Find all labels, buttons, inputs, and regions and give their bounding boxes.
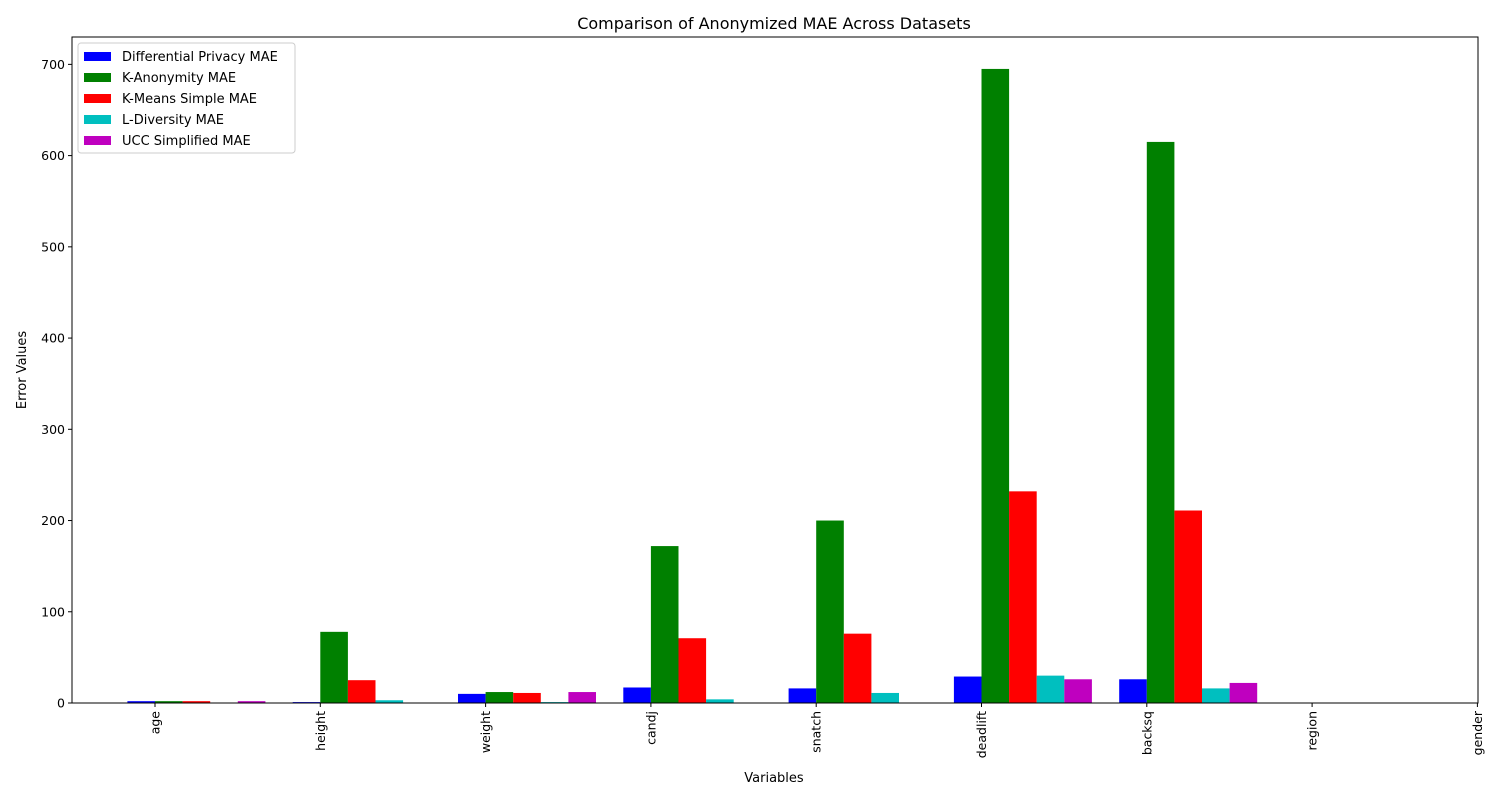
x-tick-label-weight: weight xyxy=(478,711,493,753)
bar-k-means-simple-mae-weight xyxy=(513,692,541,703)
y-tick-label: 600 xyxy=(41,148,65,163)
legend-box xyxy=(77,42,296,154)
legend-label: UCC Simplified MAE xyxy=(122,134,251,149)
bar-differential-privacy-mae-candj xyxy=(623,687,651,703)
bar-k-means-simple-mae-backsq xyxy=(1174,510,1202,703)
x-axis: age height weight candj snatch deadlift backsq… xyxy=(148,703,1485,758)
y-axis-title: Error Values xyxy=(15,331,30,410)
y-tick-label: 500 xyxy=(41,239,65,254)
bar-k-anonymity-mae-weight xyxy=(485,692,514,703)
bar-l-diversity-mae-deadlift xyxy=(1036,675,1065,703)
bar-k-anonymity-mae-snatch xyxy=(816,520,844,703)
legend-label: K-Anonymity MAE xyxy=(122,71,236,86)
y-tick-label: 400 xyxy=(41,331,65,346)
bar-differential-privacy-mae-weight xyxy=(458,693,486,703)
bar-ucc-simplified-mae-age xyxy=(237,701,266,703)
legend-swatch xyxy=(84,94,111,103)
chart-title: Comparison of Anonymized MAE Across Data… xyxy=(577,14,971,33)
y-tick-label: 200 xyxy=(41,513,65,528)
bar-ucc-simplified-mae-deadlift xyxy=(1064,679,1092,703)
bar-l-diversity-mae-backsq xyxy=(1202,688,1230,703)
bar-differential-privacy-mae-deadlift xyxy=(953,676,982,703)
bars-group xyxy=(127,68,1258,704)
bar-k-anonymity-mae-backsq xyxy=(1146,141,1175,704)
bar-differential-privacy-mae-snatch xyxy=(788,688,817,703)
bar-k-means-simple-mae-candj xyxy=(678,638,707,703)
bar-l-diversity-mae-snatch xyxy=(871,692,899,703)
y-tick-label: 100 xyxy=(41,604,65,619)
bar-k-means-simple-mae-snatch xyxy=(843,633,872,703)
legend-swatch xyxy=(84,52,111,61)
bar-ucc-simplified-mae-weight xyxy=(568,692,596,703)
legend: Differential Privacy MAE K-Anonymity MAE K… xyxy=(77,42,296,154)
x-tick-label-deadlift: deadlift xyxy=(974,711,989,758)
bar-k-means-simple-mae-height xyxy=(347,680,376,703)
bar-k-means-simple-mae-age xyxy=(182,701,211,703)
x-tick-label-region: region xyxy=(1305,711,1320,751)
bar-k-anonymity-mae-deadlift xyxy=(981,68,1010,704)
bar-k-anonymity-mae-candj xyxy=(650,546,679,703)
legend-swatch xyxy=(84,115,111,124)
plot-frame xyxy=(71,36,1479,704)
bar-k-means-simple-mae-deadlift xyxy=(1009,491,1037,703)
bar-l-diversity-mae-candj xyxy=(706,699,734,703)
y-tick-label: 0 xyxy=(57,696,65,711)
x-tick-label-gender: gender xyxy=(1470,710,1485,755)
legend-label: K-Means Simple MAE xyxy=(122,92,257,107)
bar-k-anonymity-mae-age xyxy=(155,701,183,703)
y-tick-label: 300 xyxy=(41,422,65,437)
x-tick-label-snatch: snatch xyxy=(809,711,824,753)
y-axis: 0 100 200 300 400 500 600 700 xyxy=(41,57,72,711)
bar-ucc-simplified-mae-backsq xyxy=(1229,682,1258,703)
legend-label: Differential Privacy MAE xyxy=(122,50,278,65)
bar-differential-privacy-mae-backsq xyxy=(1119,679,1147,703)
bar-differential-privacy-mae-age xyxy=(127,701,155,703)
x-tick-label-candj: candj xyxy=(643,711,658,745)
x-axis-title: Variables xyxy=(744,771,804,786)
bar-k-anonymity-mae-height xyxy=(320,631,348,703)
x-tick-label-height: height xyxy=(313,711,328,751)
x-tick-label-age: age xyxy=(148,711,163,735)
x-tick-label-backsq: backsq xyxy=(1139,711,1154,755)
legend-swatch xyxy=(84,73,111,82)
y-tick-label: 700 xyxy=(41,57,65,72)
legend-label: L-Diversity MAE xyxy=(122,113,224,128)
bar-l-diversity-mae-height xyxy=(375,700,404,703)
legend-swatch xyxy=(84,136,111,145)
